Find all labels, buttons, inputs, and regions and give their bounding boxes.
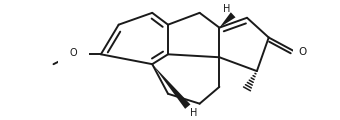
- Text: H: H: [223, 4, 230, 14]
- Text: O: O: [298, 47, 307, 57]
- Text: O: O: [69, 48, 77, 58]
- Polygon shape: [219, 12, 236, 28]
- Polygon shape: [152, 64, 190, 109]
- Text: H: H: [190, 108, 197, 118]
